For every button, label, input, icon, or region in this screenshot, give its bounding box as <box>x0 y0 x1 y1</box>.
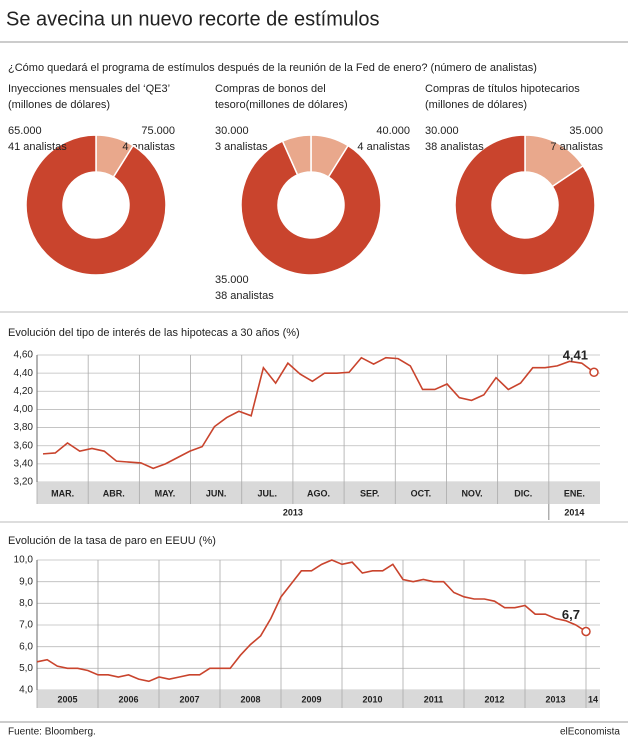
slice-category: 35.000 <box>569 125 603 137</box>
x-tick-label: JUL. <box>258 488 278 498</box>
x-tick-label: 2012 <box>484 694 504 704</box>
subtitle: ¿Cómo quedará el programa de estímulos d… <box>8 62 537 74</box>
y-tick-label: 4,00 <box>14 404 34 415</box>
slice-category: 30.000 <box>215 125 249 137</box>
y-tick-label: 8,0 <box>19 598 33 609</box>
end-marker <box>581 626 591 637</box>
y-tick-label: 5,0 <box>19 663 33 674</box>
x-tick-label: OCT. <box>411 488 432 498</box>
donut-title: Inyecciones mensuales del ‘QE3’ <box>8 83 170 95</box>
slice-category: 75.000 <box>141 125 175 137</box>
x-tick-label: 2007 <box>179 694 199 704</box>
x-tick-label: 2006 <box>118 694 138 704</box>
y-tick-label: 3,60 <box>14 440 34 451</box>
donut-title: tesoro(millones de dólares) <box>215 99 348 111</box>
x-tick-label: 2005 <box>57 694 77 704</box>
donut-slice <box>454 134 596 276</box>
axis-band <box>37 482 600 504</box>
x-tick-label: 2011 <box>424 694 444 704</box>
x-tick-label: NOV. <box>461 488 482 498</box>
slice-category: 30.000 <box>425 125 459 137</box>
y-tick-label: 3,20 <box>14 477 34 488</box>
slice-category: 65.000 <box>8 125 42 137</box>
x-tick-label: JUN. <box>206 488 227 498</box>
x-tick-label: 2010 <box>362 694 382 704</box>
slice-category: 35.000 <box>215 274 249 286</box>
line-series <box>42 356 595 470</box>
x-tick-label: MAY. <box>155 488 176 498</box>
y-tick-label: 3,40 <box>14 458 34 469</box>
year-label: 2014 <box>564 507 584 517</box>
x-tick-label: AGO. <box>307 488 330 498</box>
annotation: 4,41 <box>563 348 588 363</box>
x-tick-label: 2009 <box>301 694 321 704</box>
x-tick-label: 14 <box>588 694 598 704</box>
y-tick-label: 3,80 <box>14 422 34 433</box>
y-tick-label: 10,0 <box>14 555 34 566</box>
axis-band <box>37 690 600 708</box>
donut-slice <box>25 134 167 276</box>
slice-label: 4 analistas <box>357 141 410 153</box>
y-tick-label: 4,60 <box>14 350 34 361</box>
source: Fuente: Bloomberg. <box>8 727 96 738</box>
y-tick-label: 4,40 <box>14 368 34 379</box>
y-tick-label: 4,20 <box>14 386 34 397</box>
x-tick-label: MAR. <box>51 488 74 498</box>
x-tick-label: ENE. <box>564 488 585 498</box>
slice-label: 41 analistas <box>8 141 67 153</box>
year-label: 2013 <box>283 507 303 517</box>
annotation: 6,7 <box>562 607 580 622</box>
donut-slice <box>240 140 382 276</box>
slice-label: 38 analistas <box>425 141 484 153</box>
slice-label: 3 analistas <box>215 141 268 153</box>
x-tick-label: ABR. <box>103 488 125 498</box>
line-series <box>36 559 587 683</box>
slice-label: 38 analistas <box>215 290 274 302</box>
slice-category: 40.000 <box>376 125 410 137</box>
donut-title: (millones de dólares) <box>425 99 527 111</box>
x-tick-label: 2013 <box>545 694 565 704</box>
chart-title: Evolución de la tasa de paro en EEUU (%) <box>8 535 216 547</box>
x-tick-label: 2008 <box>240 694 260 704</box>
x-tick-label: SEP. <box>360 488 379 498</box>
end-marker <box>589 367 599 377</box>
chart-title: Evolución del tipo de interés de las hip… <box>8 327 300 339</box>
brand: elEconomista <box>560 727 620 738</box>
slice-label: 7 analistas <box>550 141 603 153</box>
donut-title: Compras de títulos hipotecarios <box>425 83 580 95</box>
y-tick-label: 4,0 <box>19 685 33 696</box>
y-tick-label: 6,0 <box>19 641 33 652</box>
donut-title: Compras de bonos del <box>215 83 326 95</box>
donut-title: (millones de dólares) <box>8 99 110 111</box>
donut-slice <box>281 134 312 176</box>
x-tick-label: DIC. <box>514 488 532 498</box>
page-title: Se avecina un nuevo recorte de estímulos <box>6 8 380 30</box>
y-tick-label: 9,0 <box>19 576 33 587</box>
y-tick-label: 7,0 <box>19 620 33 631</box>
